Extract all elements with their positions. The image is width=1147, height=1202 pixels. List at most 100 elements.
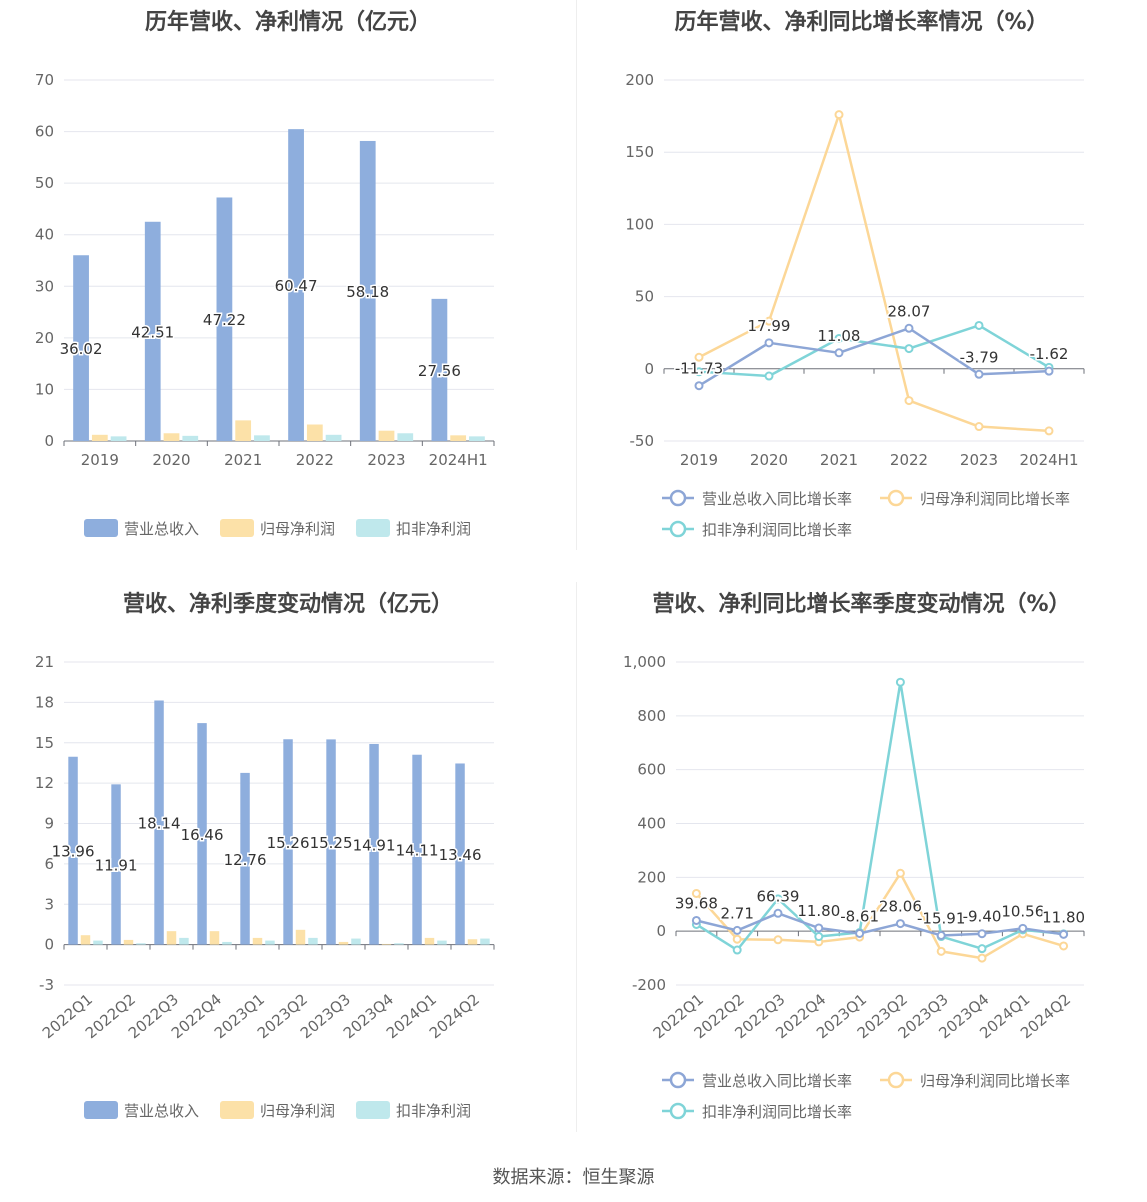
- chart-annual-growth: -50 0 50 100 150 200 2019 2020 2021 2022 2023 2024H…: [625, 71, 1085, 539]
- grid: [663, 79, 1085, 442]
- chart-quarterly-amounts: -30369121518212022Q12022Q22022Q32022Q420…: [35, 653, 495, 1120]
- point-归母净利润同比增长率: [895, 868, 905, 878]
- y-tick-label: 15: [35, 734, 54, 752]
- legend-swatch: [356, 1101, 390, 1119]
- x-tick-label: 2020: [750, 451, 788, 469]
- x-tick-label: 2021: [820, 451, 858, 469]
- bar-扣非净利润: [437, 940, 447, 945]
- data-label: 28.06: [879, 898, 922, 916]
- chart-title: 历年营收、净利同比增长率情况（%）: [674, 10, 1049, 35]
- point-归母净利润同比增长率: [904, 396, 914, 406]
- data-label: -8.61: [840, 907, 879, 925]
- y-tick-label: 0: [644, 360, 654, 378]
- y-tick-label: -200: [632, 976, 666, 994]
- data-label: 28.07: [888, 302, 931, 320]
- bar-扣非净利润: [110, 436, 127, 441]
- data-label: 39.68: [675, 894, 718, 912]
- bar-营业总收入: [431, 298, 448, 441]
- line-营业总收入同比增长率: [696, 912, 1064, 937]
- point-归母净利润同比增长率: [834, 110, 844, 120]
- legend-label: 归母净利润: [260, 1102, 335, 1120]
- y-tick-label: 20: [35, 329, 54, 347]
- x-tick-label: 2022: [296, 451, 334, 469]
- grid: [63, 661, 495, 986]
- data-label: 11.08: [818, 327, 861, 345]
- data-label: 66.39: [757, 887, 800, 905]
- legend-label: 归母净利润同比增长率: [920, 1072, 1070, 1090]
- point-扣非净利润同比增长率: [732, 945, 742, 955]
- point-归母净利润同比增长率: [977, 953, 987, 963]
- bar-扣非净利润: [394, 943, 404, 945]
- chart-annual-amounts: 0 10 20 30 40 50 60 70 2019 2020 2021 2022 2023 2024H…: [35, 71, 495, 538]
- bar-扣非净利润: [351, 938, 361, 945]
- legend: 营业总收入 归母净利润 扣非净利润: [84, 519, 471, 538]
- legend-marker: [669, 1071, 687, 1089]
- bar-归母净利润: [252, 937, 263, 945]
- data-label: -15.91: [917, 909, 965, 927]
- legend-label: 营业总收入: [124, 1102, 199, 1120]
- bar-归母净利润: [163, 433, 180, 441]
- legend-marker: [669, 489, 687, 507]
- bar-营业总收入: [288, 129, 304, 441]
- bar-归母净利润: [338, 941, 349, 945]
- point-营业总收入同比增长率: [974, 369, 984, 379]
- bar-营业总收入: [73, 255, 89, 441]
- point-归母净利润同比增长率: [1059, 941, 1069, 951]
- y-tick-label: 800: [637, 707, 666, 725]
- legend-marker: [887, 1071, 905, 1089]
- vertical-divider: [576, 582, 577, 1132]
- point-扣非净利润同比增长率: [834, 333, 844, 343]
- point-营业总收入同比增长率: [773, 908, 783, 918]
- point-扣非净利润同比增长率: [974, 320, 984, 330]
- point-营业总收入同比增长率: [691, 915, 701, 925]
- bar-营业总收入: [68, 756, 78, 945]
- line-归母净利润同比增长率: [695, 872, 1064, 960]
- y-tick-label: 12: [35, 774, 54, 792]
- legend-marker: [887, 489, 905, 507]
- legend-swatch: [356, 519, 390, 537]
- line-扣非净利润同比增长率: [698, 324, 1050, 378]
- bar-营业总收入: [216, 197, 233, 441]
- y-tick-label: 40: [35, 226, 54, 244]
- bar-扣非净利润: [93, 940, 103, 945]
- point-营业总收入同比增长率: [1044, 366, 1054, 376]
- bar-归母净利润: [123, 939, 134, 945]
- y-tick-label: 30: [35, 277, 54, 295]
- legend-label: 归母净利润同比增长率: [920, 490, 1070, 508]
- point-归母净利润同比增长率: [936, 946, 946, 956]
- bar-扣非净利润: [222, 941, 232, 945]
- bar-扣非净利润: [397, 433, 414, 441]
- point-归母净利润同比增长率: [1044, 426, 1054, 436]
- point-扣非净利润同比增长率: [814, 932, 824, 942]
- x-tick-label: 2024H1: [1020, 451, 1079, 469]
- bar-扣非净利润: [308, 937, 318, 945]
- bar-归母净利润: [424, 937, 435, 945]
- x-tick-label: 2020: [152, 451, 190, 469]
- panel-quarterly-growth: 营收、净利同比增长率季度变动情况（%） -200 0 200 400 600 800 1,0…: [576, 582, 1147, 1142]
- point-营业总收入同比增长率: [977, 929, 987, 939]
- data-label: 12.76: [224, 851, 267, 869]
- data-label: 10.56: [1001, 902, 1044, 920]
- data-label: -9.40: [963, 908, 1002, 926]
- data-label: 2.71: [720, 904, 753, 922]
- y-tick-label: 70: [35, 71, 54, 89]
- grid: [63, 79, 495, 446]
- y-tick-label: -3: [39, 976, 54, 994]
- legend-label: 扣非净利润: [396, 520, 471, 538]
- y-tick-label: 400: [637, 815, 666, 833]
- data-label: 14.91: [353, 836, 396, 854]
- legend-marker: [669, 520, 687, 538]
- data-label: 11.80: [1042, 908, 1085, 926]
- point-营业总收入同比增长率: [732, 925, 742, 935]
- bar-营业总收入: [326, 739, 336, 945]
- y-tick-label: 6: [44, 855, 54, 873]
- point-归母净利润同比增长率: [732, 934, 742, 944]
- bar-营业总收入: [359, 140, 376, 441]
- legend: 营业总收入 归母净利润 扣非净利润: [84, 1101, 471, 1120]
- y-tick-label: 50: [635, 288, 654, 306]
- data-label: -1.62: [1030, 345, 1069, 363]
- bar-扣非净利润: [254, 435, 270, 441]
- bar-扣非净利润: [179, 937, 189, 945]
- data-source: 数据来源：恒生聚源: [492, 1167, 655, 1188]
